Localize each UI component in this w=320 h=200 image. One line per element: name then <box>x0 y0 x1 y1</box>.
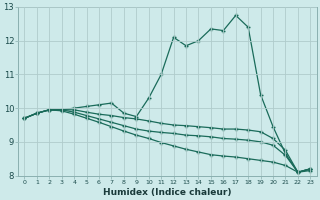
X-axis label: Humidex (Indice chaleur): Humidex (Indice chaleur) <box>103 188 232 197</box>
